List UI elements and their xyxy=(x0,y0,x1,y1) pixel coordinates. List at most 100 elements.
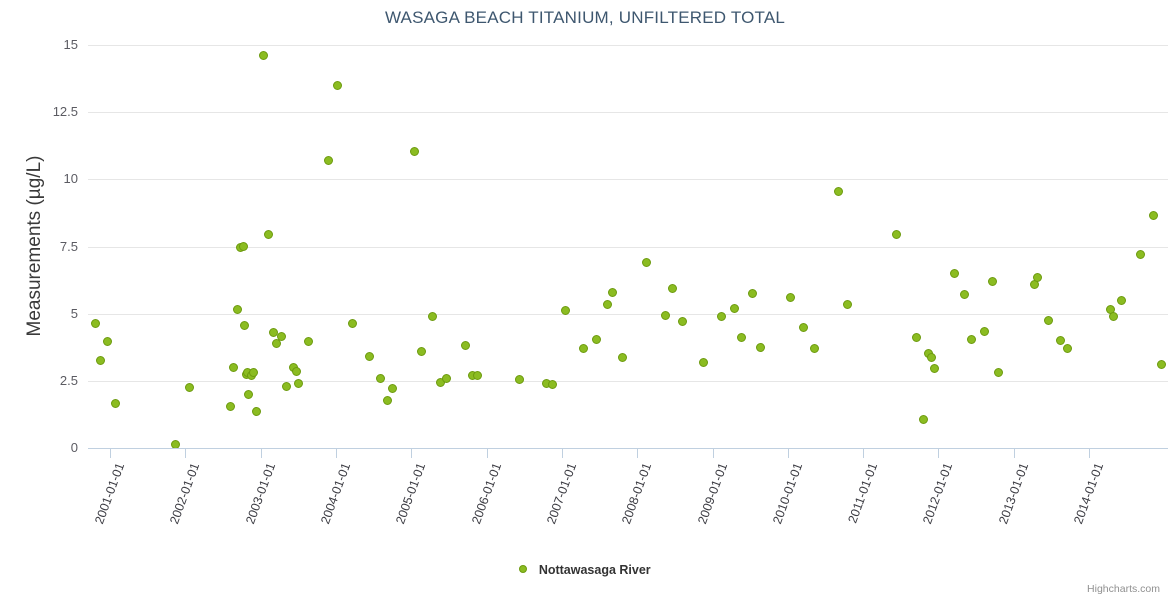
y-axis-tick-label: 7.5 xyxy=(59,238,78,254)
x-axis-tick-mark xyxy=(335,449,337,458)
data-point[interactable] xyxy=(259,51,269,61)
data-point[interactable] xyxy=(661,310,671,320)
data-point[interactable] xyxy=(1032,272,1042,282)
chart-legend: Nottawasaga River xyxy=(0,562,1170,577)
data-point[interactable] xyxy=(809,344,819,354)
data-point[interactable] xyxy=(966,334,976,344)
data-point[interactable] xyxy=(240,321,250,331)
data-point[interactable] xyxy=(272,338,282,348)
data-point[interactable] xyxy=(428,311,438,321)
data-point[interactable] xyxy=(292,366,302,376)
gridline xyxy=(88,380,1168,382)
x-axis-tick-label: 2009-01-01 xyxy=(694,461,730,526)
data-point[interactable] xyxy=(994,368,1004,378)
data-point[interactable] xyxy=(239,242,249,251)
data-point[interactable] xyxy=(1044,315,1054,325)
data-point[interactable] xyxy=(699,357,709,367)
data-point[interactable] xyxy=(602,299,612,309)
data-point[interactable] xyxy=(678,317,688,327)
legend-item-nottawasaga-river[interactable]: Nottawasaga River xyxy=(519,562,651,577)
data-point[interactable] xyxy=(892,229,902,239)
data-point[interactable] xyxy=(578,344,588,354)
data-point[interactable] xyxy=(980,326,990,336)
data-point[interactable] xyxy=(843,299,853,309)
x-axis-tick-label: 2012-01-01 xyxy=(920,461,956,526)
data-point[interactable] xyxy=(834,186,844,196)
x-axis-tick-label: 2005-01-01 xyxy=(393,461,429,526)
data-point[interactable] xyxy=(347,318,357,328)
data-point[interactable] xyxy=(617,353,627,363)
data-point[interactable] xyxy=(333,80,343,90)
data-point[interactable] xyxy=(592,334,602,344)
data-point[interactable] xyxy=(786,293,796,303)
data-point[interactable] xyxy=(949,268,959,278)
data-point[interactable] xyxy=(264,229,274,239)
x-axis-tick-mark xyxy=(862,449,864,458)
data-point[interactable] xyxy=(1055,336,1065,346)
x-axis-tick-label: 2011-01-01 xyxy=(845,461,881,526)
data-point[interactable] xyxy=(667,283,677,293)
data-point[interactable] xyxy=(799,322,809,332)
data-point[interactable] xyxy=(441,373,451,383)
data-point[interactable] xyxy=(376,373,386,383)
gridline xyxy=(88,45,1168,46)
data-point[interactable] xyxy=(515,374,525,384)
data-point[interactable] xyxy=(110,399,120,409)
highcharts-credits[interactable]: Highcharts.com xyxy=(1087,583,1160,595)
data-point[interactable] xyxy=(641,258,651,268)
data-point[interactable] xyxy=(755,342,765,352)
data-point[interactable] xyxy=(303,337,313,347)
data-point[interactable] xyxy=(736,333,746,343)
data-point[interactable] xyxy=(103,337,113,347)
data-point[interactable] xyxy=(281,381,291,391)
data-point[interactable] xyxy=(387,384,397,394)
data-point[interactable] xyxy=(960,290,970,300)
data-point[interactable] xyxy=(417,346,427,356)
x-axis-tick-mark xyxy=(712,449,714,458)
x-axis-tick-label: 2014-01-01 xyxy=(1070,461,1106,526)
data-point[interactable] xyxy=(473,370,483,380)
data-point[interactable] xyxy=(244,389,254,399)
data-point[interactable] xyxy=(987,276,997,286)
x-axis-tick-label: 2013-01-01 xyxy=(995,461,1031,526)
data-point[interactable] xyxy=(382,396,392,406)
x-axis-tick-mark xyxy=(411,449,413,458)
data-point[interactable] xyxy=(912,333,922,343)
data-point[interactable] xyxy=(90,318,100,328)
y-axis-tick-label: 10 xyxy=(63,171,78,187)
data-point[interactable] xyxy=(927,353,937,363)
x-axis-tick-mark xyxy=(561,449,563,458)
data-point[interactable] xyxy=(460,341,470,351)
data-point[interactable] xyxy=(294,379,304,389)
data-point[interactable] xyxy=(228,362,238,372)
data-point[interactable] xyxy=(608,287,618,297)
data-point[interactable] xyxy=(1117,295,1127,305)
data-point[interactable] xyxy=(323,156,333,166)
data-point[interactable] xyxy=(1136,250,1146,260)
data-point[interactable] xyxy=(748,289,758,299)
data-point[interactable] xyxy=(561,306,571,316)
data-point[interactable] xyxy=(96,356,106,366)
data-point[interactable] xyxy=(232,305,242,315)
data-point[interactable] xyxy=(1063,344,1073,354)
data-point[interactable] xyxy=(918,415,928,425)
data-point[interactable] xyxy=(249,368,259,378)
data-point[interactable] xyxy=(184,383,194,393)
data-point[interactable] xyxy=(409,146,419,156)
data-point[interactable] xyxy=(1109,311,1119,321)
data-point[interactable] xyxy=(364,352,374,362)
data-point[interactable] xyxy=(225,401,235,411)
data-point[interactable] xyxy=(1148,211,1158,221)
data-point[interactable] xyxy=(717,311,727,321)
data-point[interactable] xyxy=(251,407,261,417)
x-axis-tick-mark xyxy=(787,449,789,458)
data-point[interactable] xyxy=(930,364,940,374)
x-axis-tick-mark xyxy=(110,449,112,458)
data-point[interactable] xyxy=(276,332,286,341)
y-axis-labels: 0 2.5 5 7.5 10 12.5 15 xyxy=(20,0,78,600)
data-point[interactable] xyxy=(730,303,740,313)
x-axis-tick-mark xyxy=(1088,449,1090,458)
data-point[interactable] xyxy=(1157,360,1167,370)
data-point[interactable] xyxy=(547,380,557,390)
